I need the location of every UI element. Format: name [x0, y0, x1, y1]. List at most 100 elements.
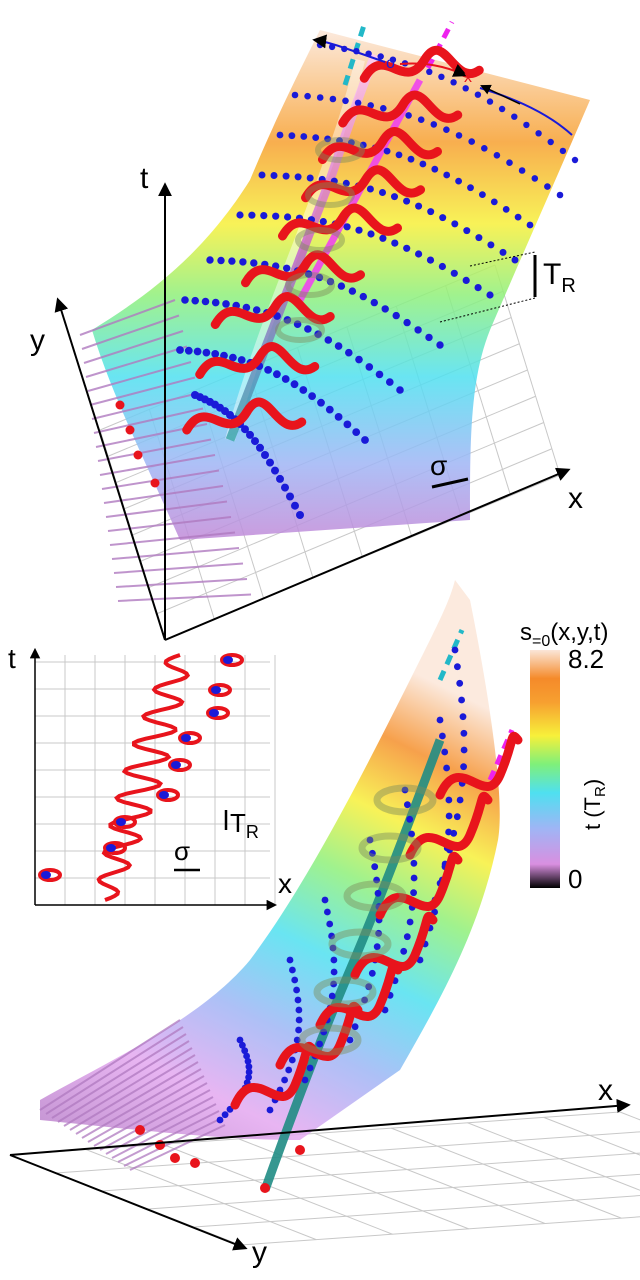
blue-dot	[474, 91, 482, 98]
red-dot	[155, 1140, 165, 1150]
blue-dot	[291, 91, 299, 99]
blue-dot	[462, 276, 470, 284]
blue-dot	[441, 748, 449, 756]
inset-t-label: t	[8, 643, 16, 674]
blue-dot	[251, 437, 259, 446]
inset-blue-marker	[159, 791, 169, 799]
blue-dot	[373, 876, 380, 884]
ghost-loop	[328, 928, 392, 960]
colorbar-title: s=0(x,y,t)	[520, 619, 608, 650]
hatch-line	[63, 1047, 193, 1127]
red-wave	[315, 961, 403, 1030]
top-arc-right	[479, 87, 573, 136]
blue-dot	[222, 300, 230, 308]
blue-dot	[345, 348, 353, 357]
blue-dot	[535, 130, 542, 137]
blue-dot	[459, 713, 467, 721]
blue-dot	[330, 980, 337, 988]
hatch-line	[113, 562, 244, 574]
blue-dot	[343, 223, 351, 231]
blue-dot	[462, 85, 469, 92]
blue-dot	[243, 1052, 251, 1060]
blue-dot	[455, 132, 463, 139]
blue-dot	[355, 355, 363, 364]
grid-line	[156, 448, 553, 615]
blue-dot	[293, 320, 302, 329]
inset-blue-marker	[41, 871, 51, 879]
blue-dot	[216, 1116, 224, 1124]
blue-dot	[450, 79, 457, 86]
top-x-label: x	[568, 482, 583, 515]
blue-dot	[264, 366, 272, 374]
blue-dot	[282, 172, 290, 180]
blue-dot	[206, 256, 214, 264]
blue-dot	[403, 318, 411, 327]
top-sigma-bar	[431, 477, 469, 489]
blue-dot	[258, 171, 266, 179]
blue-dot	[438, 262, 446, 271]
blue-dot	[241, 1047, 249, 1055]
blue-dot	[266, 458, 274, 467]
blue-dot	[300, 133, 308, 140]
blue-dot	[365, 983, 373, 991]
blue-dot	[460, 746, 468, 754]
blue-dot	[379, 234, 387, 242]
blue-dot	[438, 73, 445, 81]
blue-dot	[217, 256, 225, 265]
grid-line	[55, 1131, 640, 1174]
blue-dot	[342, 97, 349, 105]
blue-dot	[294, 173, 302, 181]
blue-dot	[355, 226, 363, 234]
red-wave	[375, 851, 463, 920]
red-wave	[301, 165, 426, 203]
blue-dot	[293, 986, 300, 994]
red-wave	[230, 1041, 318, 1110]
colorbar: s=0(x,y,t) 8.2 0 t (TR)	[520, 619, 609, 894]
blue-dot	[379, 189, 386, 196]
blue-dot	[511, 256, 519, 264]
blue-dot	[326, 277, 335, 286]
hatch-line	[111, 1103, 217, 1159]
blue-dot	[455, 177, 462, 185]
blue-dot	[229, 353, 237, 362]
blue-dot	[228, 257, 236, 265]
colorbar-min-label: 0	[568, 864, 582, 894]
colorbar-gradient	[530, 650, 560, 888]
blue-dot	[237, 356, 246, 364]
blue-dot	[346, 1036, 354, 1044]
blue-dot	[329, 944, 337, 952]
bottom-panel: x y	[9, 580, 640, 1269]
blue-dot	[490, 198, 498, 206]
inset-tr-label: TR	[230, 808, 259, 842]
blue-dot	[514, 213, 522, 221]
inset-blue-marker	[116, 818, 126, 826]
bottom-cyan-dashed-guide	[437, 628, 465, 682]
ghost-loop	[373, 784, 437, 816]
blue-dot	[523, 121, 530, 129]
blue-dot	[324, 336, 333, 344]
hatch-line	[93, 407, 204, 434]
blue-dot	[324, 908, 331, 916]
blue-dot	[439, 214, 447, 222]
blue-dot	[324, 135, 331, 143]
blue-dot	[506, 159, 513, 166]
ghost-loop	[313, 976, 377, 1008]
blue-dot	[443, 126, 450, 133]
hatch-line	[79, 299, 176, 336]
bottom-x-label: x	[598, 1074, 613, 1107]
blue-dot	[544, 183, 551, 190]
blue-dot	[371, 863, 379, 871]
hatch-line	[81, 1068, 202, 1139]
blue-dot	[408, 830, 415, 838]
blue-dot	[410, 859, 418, 867]
blue-dot	[475, 234, 483, 242]
blue-dot	[176, 346, 184, 354]
blue-dot	[487, 241, 495, 249]
hatch-line	[83, 330, 184, 364]
blue-dot	[273, 370, 281, 379]
hatch-line	[129, 1124, 226, 1171]
inset-red-trajectory	[96, 653, 191, 902]
blue-dot	[299, 386, 308, 394]
blue-dot	[248, 211, 256, 219]
